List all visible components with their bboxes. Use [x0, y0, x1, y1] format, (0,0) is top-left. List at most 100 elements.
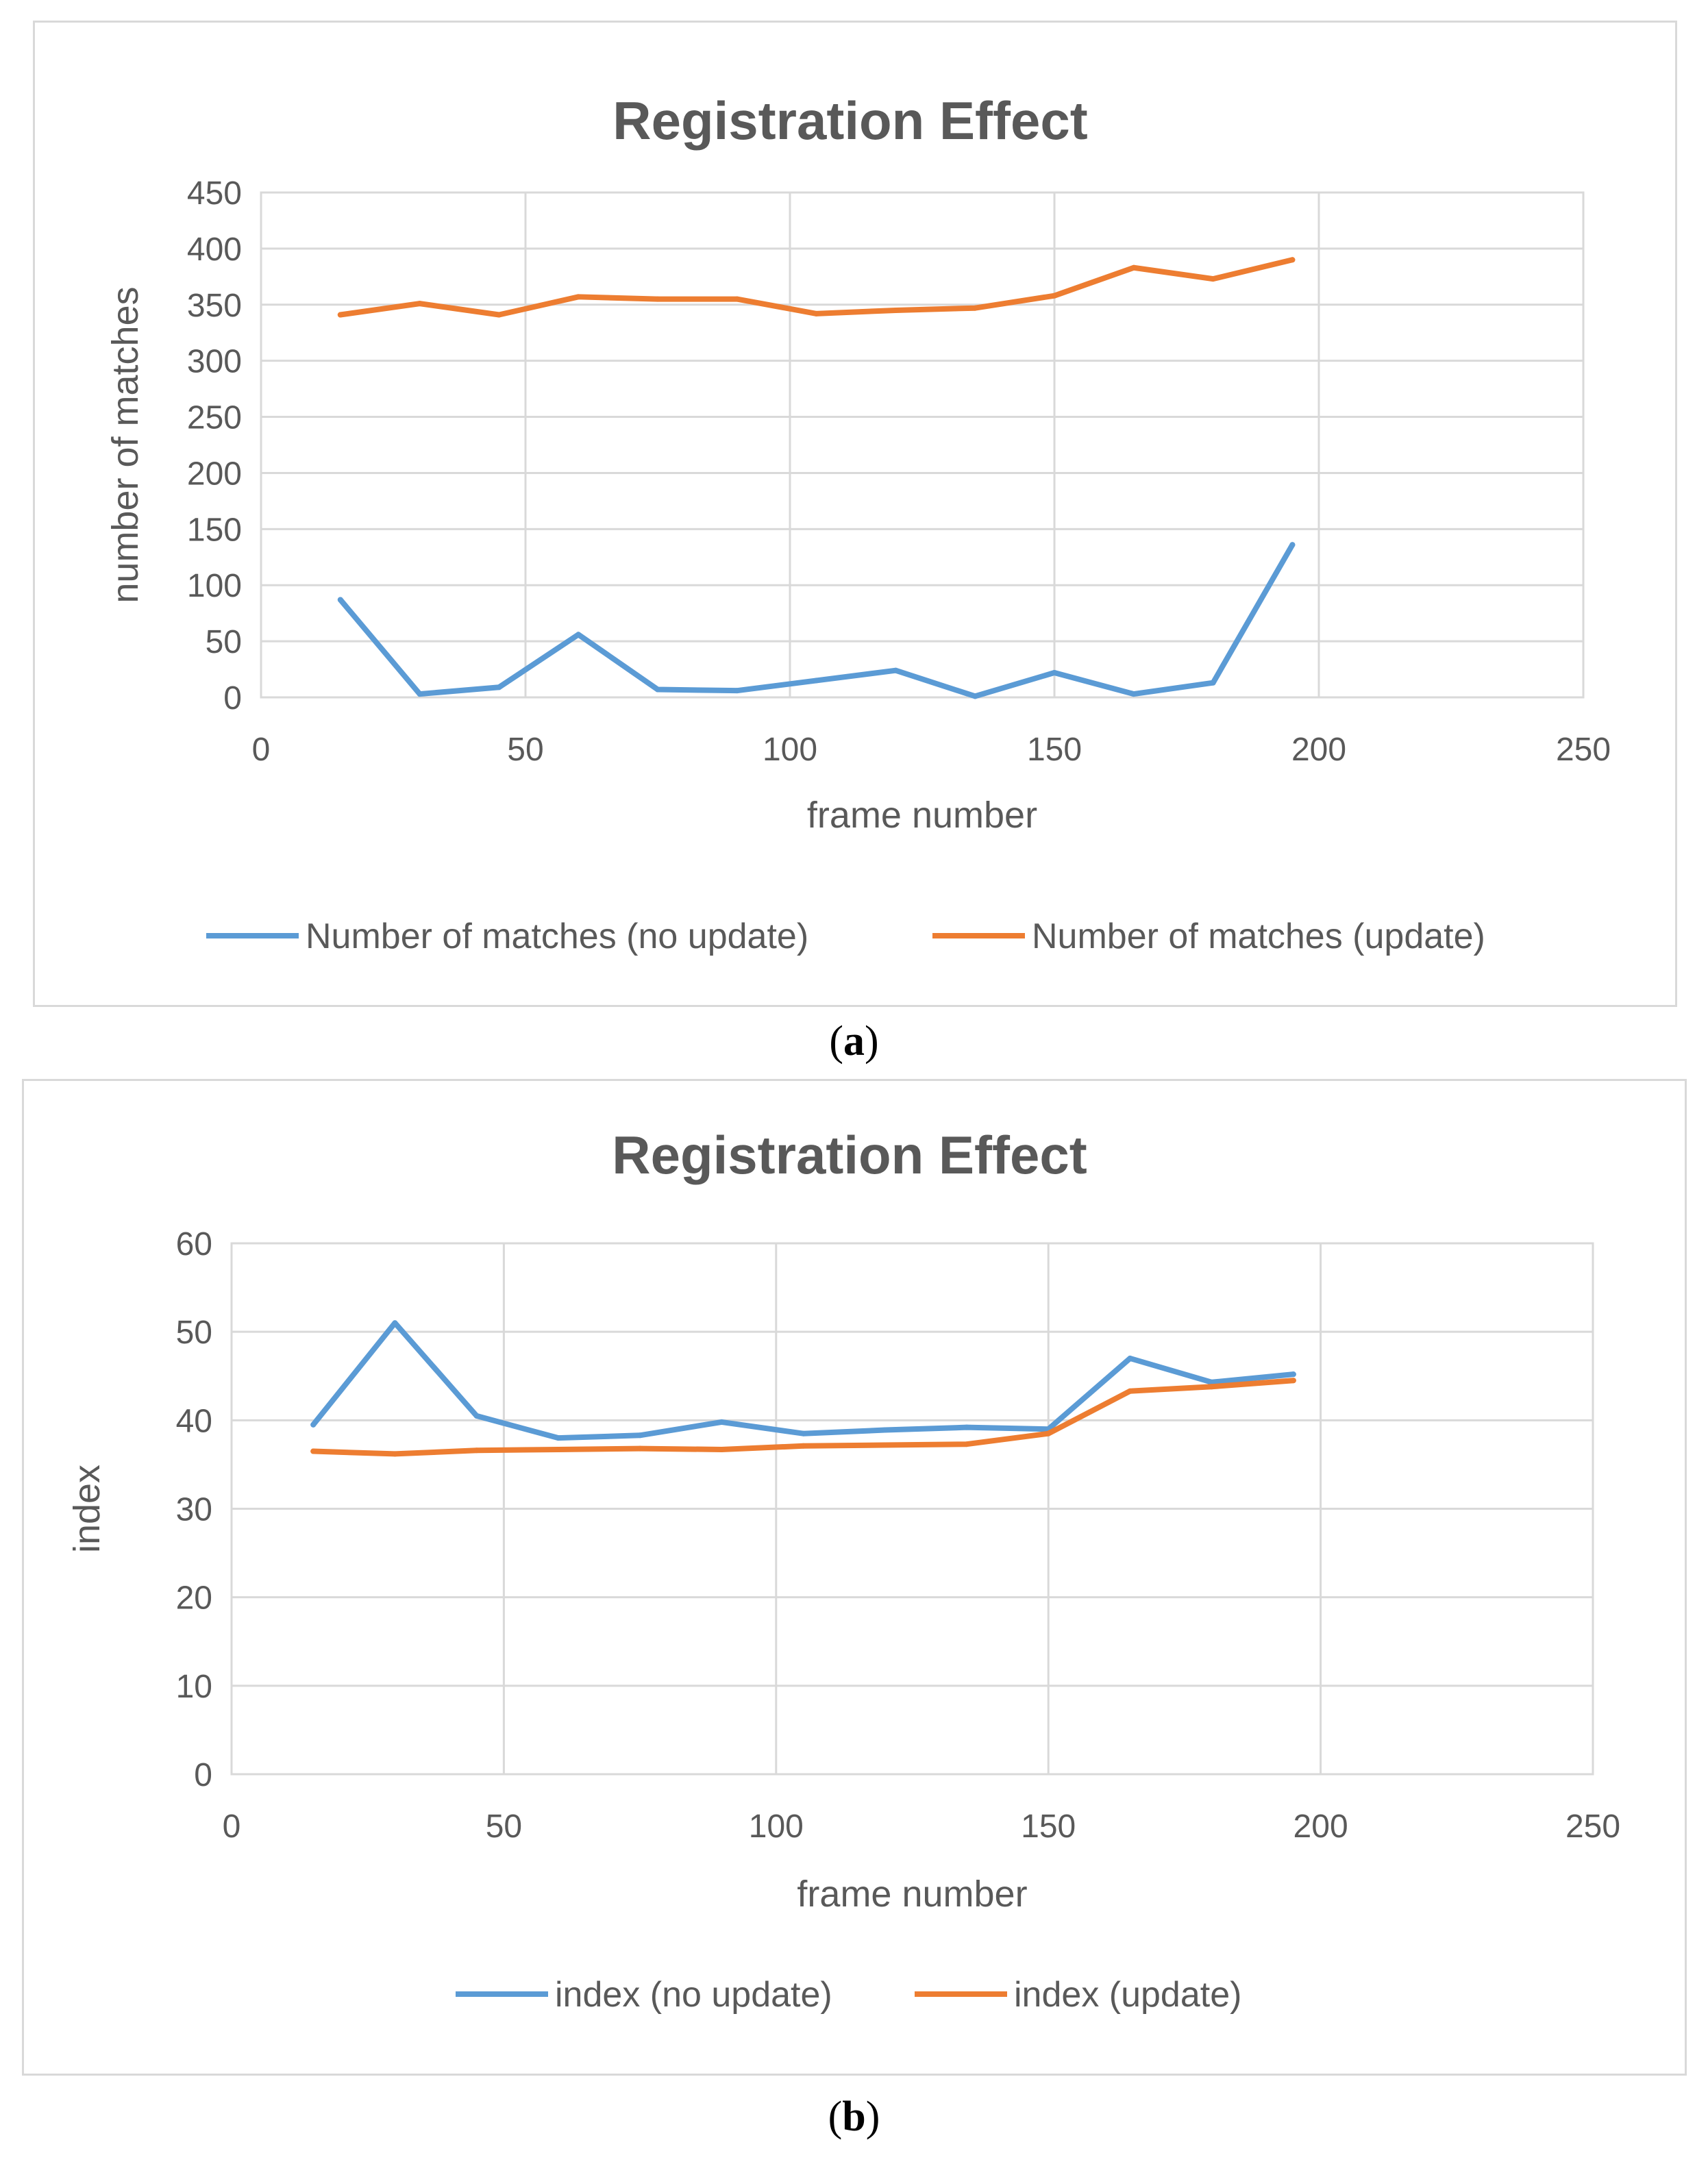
data-point	[337, 597, 343, 603]
data-point	[893, 307, 899, 313]
x-tick-label: 50	[486, 1808, 522, 1845]
chart-a: Registration Effect 0 50 100 150 200 250 300 350…	[105, 90, 1611, 956]
y-axis-label: index	[66, 1465, 108, 1553]
data-point	[555, 1446, 561, 1452]
x-tick-label: 200	[1294, 1808, 1348, 1845]
y-tick-label: 0	[194, 1757, 212, 1793]
data-point	[555, 1435, 561, 1441]
x-axis-label: frame number	[797, 1874, 1027, 1915]
caption-a-letter: a	[843, 1018, 865, 1065]
chart-panel-b: Registration Effect 0 10 20 30 40 50 60 0 50 100 15…	[22, 1079, 1687, 2076]
data-point	[1045, 1430, 1052, 1437]
data-point	[719, 1419, 725, 1425]
data-point	[310, 1448, 317, 1454]
x-tick-label: 0	[252, 732, 271, 768]
data-point	[392, 1451, 398, 1457]
x-tick-label: 0	[223, 1808, 241, 1845]
legend-label: index (no update)	[555, 1975, 832, 2015]
data-point	[813, 310, 819, 316]
y-tick-label: 150	[187, 512, 242, 548]
x-tick-label: 50	[507, 732, 543, 768]
caption-b-letter: b	[842, 2093, 866, 2140]
data-point	[417, 691, 423, 697]
y-tick-label: 50	[176, 1315, 212, 1351]
data-point	[1052, 293, 1057, 299]
y-tick-label: 50	[206, 624, 242, 660]
plot-area	[260, 191, 1585, 699]
x-tick-label: 100	[763, 732, 817, 768]
data-point	[963, 1424, 969, 1430]
data-point	[575, 632, 582, 638]
data-point	[800, 1430, 806, 1437]
data-point	[813, 677, 819, 684]
data-point	[496, 312, 502, 318]
data-point	[1290, 1378, 1296, 1384]
caption-a: (a)	[829, 1018, 879, 1065]
data-point	[1290, 1371, 1296, 1378]
y-tick-label: 450	[187, 175, 242, 212]
y-tick-label: 300	[187, 344, 242, 380]
data-point	[734, 688, 740, 694]
y-tick-label: 40	[176, 1403, 212, 1439]
y-tick-label: 30	[176, 1492, 212, 1528]
chart-panel-a: Registration Effect 0 50 100 150 200 250 300 350…	[33, 21, 1677, 1007]
data-point	[1127, 1388, 1133, 1394]
data-point	[473, 1413, 480, 1419]
y-tick-label: 350	[187, 288, 242, 324]
y-tick-label: 10	[176, 1669, 212, 1705]
y-tick-label: 20	[176, 1580, 212, 1617]
data-point	[575, 294, 582, 300]
data-point	[972, 305, 978, 311]
data-point	[1210, 276, 1216, 282]
data-point	[1209, 1379, 1215, 1385]
data-point	[1130, 691, 1137, 697]
data-point	[1289, 257, 1296, 263]
plot-area	[230, 1242, 1594, 1776]
legend-label: Number of matches (no update)	[306, 917, 808, 956]
y-tick-label: 0	[223, 680, 242, 717]
data-point	[655, 686, 660, 693]
x-tick-label: 100	[749, 1808, 804, 1845]
legend-label: index (update)	[1014, 1975, 1241, 2015]
y-tick-label: 400	[187, 232, 242, 268]
data-point	[972, 693, 978, 699]
chart-title: Registration Effect	[612, 1125, 1087, 1185]
data-point	[473, 1447, 480, 1454]
x-axis-label: frame number	[807, 795, 1037, 836]
caption-b: (b)	[828, 2093, 880, 2140]
x-tick-label: 250	[1565, 1808, 1620, 1845]
data-point	[655, 296, 660, 302]
series-line-no-update	[337, 542, 1296, 699]
data-point	[1210, 680, 1216, 686]
data-point	[392, 1320, 398, 1326]
data-point	[734, 296, 740, 302]
data-point	[1289, 542, 1296, 548]
data-point	[893, 667, 899, 673]
data-point	[637, 1432, 643, 1439]
x-tick-label: 250	[1556, 732, 1611, 768]
data-point	[496, 684, 502, 691]
data-point	[417, 301, 423, 307]
data-point	[882, 1442, 888, 1448]
data-point	[310, 1421, 317, 1428]
data-point	[1052, 669, 1057, 675]
data-point	[800, 1443, 806, 1449]
data-point	[637, 1445, 643, 1452]
legend-label: Number of matches (update)	[1032, 917, 1485, 956]
data-point	[719, 1446, 725, 1452]
data-point	[882, 1427, 888, 1433]
series-line-update	[337, 257, 1296, 318]
data-point	[337, 312, 343, 318]
data-point	[963, 1441, 969, 1447]
y-axis-label: number of matches	[105, 286, 146, 603]
x-tick-label: 200	[1291, 732, 1346, 768]
y-tick-label: 250	[187, 400, 242, 436]
chart-title: Registration Effect	[612, 90, 1087, 151]
x-tick-label: 150	[1027, 732, 1082, 768]
chart-b: Registration Effect 0 10 20 30 40 50 60 0 50 100 15…	[66, 1125, 1620, 2015]
data-point	[1127, 1355, 1133, 1361]
y-tick-label: 60	[176, 1226, 212, 1263]
series-line-update	[310, 1378, 1296, 1457]
y-tick-label: 200	[187, 456, 242, 492]
x-tick-label: 150	[1021, 1808, 1076, 1845]
